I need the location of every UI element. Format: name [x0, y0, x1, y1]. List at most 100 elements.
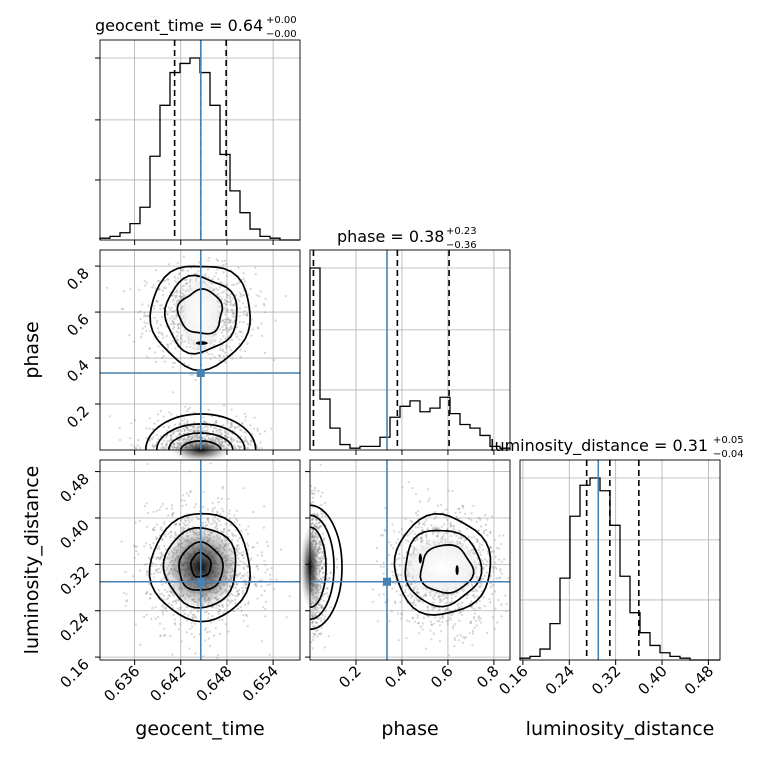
scatter-luminosity-distance-vs-phase-point [405, 584, 408, 587]
scatter-phase-vs-geocent-time-point [202, 416, 205, 419]
scatter-luminosity-distance-vs-geocent-time-point [221, 485, 224, 488]
title-phase-main: phase = 0.38 [337, 227, 444, 246]
scatter-phase-vs-geocent-time-point [222, 355, 225, 358]
scatter-luminosity-distance-vs-geocent-time-point [184, 519, 187, 522]
scatter-luminosity-distance-vs-phase-point [313, 632, 316, 636]
scatter-phase-vs-geocent-time-point [230, 424, 233, 427]
scatter-phase-vs-geocent-time-point [152, 307, 156, 310]
scatter-luminosity-distance-vs-phase-point [315, 522, 318, 525]
scatter-phase-vs-geocent-time-point [242, 272, 245, 275]
scatter-phase-vs-geocent-time-point [169, 435, 172, 438]
scatter-luminosity-distance-vs-phase-point [447, 654, 450, 657]
scatter-luminosity-distance-vs-geocent-time-point [242, 556, 245, 559]
scatter-phase-vs-geocent-time-point [137, 311, 140, 314]
scatter-phase-vs-geocent-time-point [171, 319, 174, 322]
scatter-luminosity-distance-vs-phase-point [432, 601, 435, 604]
scatter-luminosity-distance-vs-geocent-time-point [180, 640, 183, 643]
scatter-luminosity-distance-vs-phase-point [411, 530, 414, 533]
scatter-luminosity-distance-vs-phase-point [413, 599, 416, 602]
xtick-label-luminosity-distance-3: 0.40 [635, 662, 671, 698]
scatter-luminosity-distance-vs-phase-point [313, 512, 316, 516]
scatter-luminosity-distance-vs-geocent-time-point [204, 628, 207, 632]
scatter-phase-vs-geocent-time-point [152, 436, 155, 439]
scatter-phase-vs-geocent-time-point [203, 420, 206, 423]
scatter-phase-vs-geocent-time-point [182, 269, 185, 272]
hist-geocent-time-steps [99, 57, 300, 241]
scatter-phase-vs-geocent-time-point [202, 420, 206, 423]
scatter-luminosity-distance-vs-geocent-time-point [146, 590, 149, 594]
scatter-luminosity-distance-vs-geocent-time-point [230, 599, 233, 603]
scatter-luminosity-distance-vs-phase-point [310, 501, 313, 505]
scatter-luminosity-distance-vs-phase-point [436, 504, 440, 507]
scatter-luminosity-distance-vs-phase-point [467, 517, 471, 520]
scatter-luminosity-distance-vs-phase-point [476, 590, 479, 593]
scatter-phase-vs-geocent-time-point [225, 344, 228, 347]
scatter-luminosity-distance-vs-phase-point [477, 616, 480, 619]
scatter-luminosity-distance-vs-geocent-time-point [231, 533, 234, 536]
scatter-luminosity-distance-vs-phase-point [426, 606, 429, 609]
scatter-phase-vs-geocent-time-point [167, 306, 170, 309]
scatter-phase-vs-geocent-time-point [226, 300, 229, 303]
scatter-luminosity-distance-vs-phase-point [463, 637, 467, 640]
scatter-luminosity-distance-vs-phase-point [314, 525, 317, 528]
scatter-phase-vs-geocent-time-point [197, 270, 200, 273]
scatter-luminosity-distance-vs-geocent-time-point [269, 583, 272, 586]
scatter-phase-vs-geocent-time-point [243, 293, 246, 296]
scatter-phase-vs-geocent-time-point [176, 277, 179, 280]
scatter-luminosity-distance-vs-phase-point [371, 588, 374, 591]
scatter-luminosity-distance-vs-geocent-time-point [207, 637, 210, 640]
scatter-phase-vs-geocent-time-point [177, 273, 181, 276]
scatter-luminosity-distance-vs-phase-point [320, 559, 323, 562]
scatter-luminosity-distance-vs-phase-point [478, 600, 481, 603]
scatter-luminosity-distance-vs-phase-point [449, 525, 452, 528]
scatter-luminosity-distance-vs-phase-truth-marker [383, 577, 392, 586]
scatter-luminosity-distance-vs-phase-point [461, 641, 464, 644]
scatter-phase-vs-geocent-time-point [243, 439, 246, 442]
scatter-phase-vs-geocent-time-point [229, 318, 232, 321]
scatter-luminosity-distance-vs-geocent-time-point [171, 513, 174, 516]
scatter-phase-vs-geocent-time-point [148, 417, 151, 420]
scatter-luminosity-distance-vs-phase-point [480, 525, 483, 528]
scatter-luminosity-distance-vs-phase-point [382, 561, 385, 565]
scatter-phase-vs-geocent-time-point [241, 331, 244, 334]
scatter-luminosity-distance-vs-phase-point [390, 544, 393, 547]
scatter-luminosity-distance-vs-geocent-time-point [143, 504, 146, 508]
scatter-phase-vs-geocent-time-point [238, 342, 241, 346]
scatter-phase-vs-geocent-time-point [225, 303, 228, 306]
scatter-luminosity-distance-vs-phase-point [436, 535, 439, 538]
scatter-luminosity-distance-vs-geocent-time-point [221, 487, 224, 490]
scatter-phase-vs-geocent-time-point [163, 439, 166, 442]
xtick-label-phase-0: 0.2 [335, 662, 365, 692]
scatter-luminosity-distance-vs-geocent-time-point [245, 583, 248, 586]
scatter-luminosity-distance-vs-geocent-time-point [237, 592, 240, 596]
scatter-phase-vs-geocent-time-point [160, 332, 164, 335]
hist-luminosity-distance-steps [519, 477, 720, 661]
scatter-luminosity-distance-vs-geocent-time-point [265, 600, 268, 603]
scatter-phase-vs-geocent-time-point [173, 326, 176, 329]
scatter-luminosity-distance-vs-geocent-time-point [145, 591, 148, 595]
scatter-luminosity-distance-vs-phase-point [474, 619, 478, 623]
scatter-luminosity-distance-vs-phase-point [320, 626, 323, 629]
scatter-phase-vs-geocent-time-point [239, 348, 242, 351]
scatter-phase-vs-geocent-time-point [168, 263, 171, 266]
scatter-luminosity-distance-vs-phase-point [427, 499, 430, 503]
scatter-phase-vs-geocent-time-point [254, 266, 257, 269]
scatter-phase-vs-geocent-time-point [230, 327, 233, 330]
scatter-luminosity-distance-vs-geocent-time-point [169, 634, 172, 637]
scatter-luminosity-distance-vs-geocent-time-point [266, 544, 270, 548]
hist-phase-steps [309, 267, 511, 450]
scatter-luminosity-distance-vs-geocent-time-point [146, 525, 149, 528]
scatter-luminosity-distance-vs-geocent-time-point [243, 573, 246, 576]
scatter-phase-vs-geocent-time-point [238, 330, 242, 334]
scatter-phase-vs-geocent-time-point [235, 415, 238, 418]
title-geocent-time-plus: +0.00 [266, 15, 297, 26]
scatter-luminosity-distance-vs-phase-point [418, 521, 421, 524]
scatter-luminosity-distance-vs-geocent-time-point [209, 462, 212, 465]
scatter-phase-vs-geocent-time-point [229, 299, 232, 302]
scatter-luminosity-distance-vs-geocent-time-point [188, 470, 191, 473]
scatter-luminosity-distance-vs-geocent-time-point [156, 556, 159, 559]
scatter-phase-vs-geocent-time-point [224, 430, 227, 433]
scatter-luminosity-distance-vs-geocent-time-point [237, 547, 241, 550]
scatter-phase-vs-geocent-time-point [169, 438, 172, 441]
scatter-luminosity-distance-vs-geocent-time-point [145, 502, 148, 505]
